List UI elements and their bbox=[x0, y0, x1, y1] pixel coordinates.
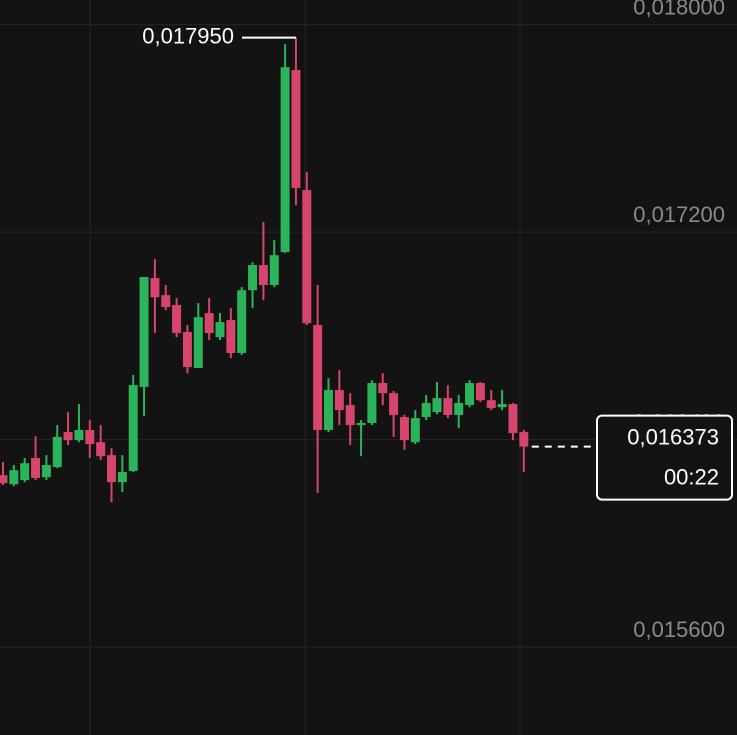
candle-body bbox=[258, 265, 268, 286]
candle-body bbox=[324, 390, 333, 431]
candle-body bbox=[367, 383, 377, 424]
candle-body bbox=[443, 398, 453, 415]
y-tick-label: 0,018000 bbox=[633, 0, 725, 19]
candle-body bbox=[421, 403, 431, 418]
candle-body bbox=[465, 383, 475, 406]
candle-body bbox=[31, 458, 41, 478]
candle-body bbox=[182, 331, 192, 367]
candle-body bbox=[432, 398, 442, 413]
candle-body bbox=[475, 383, 485, 401]
candle-body bbox=[0, 475, 8, 484]
candle-body bbox=[291, 70, 301, 189]
candle-body bbox=[41, 465, 51, 478]
candle-body bbox=[20, 463, 30, 481]
candle-body bbox=[356, 423, 366, 426]
last-price-box bbox=[596, 414, 733, 501]
candle-body bbox=[334, 390, 344, 411]
candle-body bbox=[486, 400, 496, 408]
candle-body bbox=[454, 403, 464, 415]
candle-body bbox=[128, 385, 138, 471]
countdown: 00:22 bbox=[664, 464, 719, 489]
candle-body bbox=[215, 322, 225, 338]
candle-body bbox=[399, 417, 409, 441]
candle-body bbox=[269, 255, 279, 286]
candle-body bbox=[9, 470, 19, 485]
candle-body bbox=[172, 304, 182, 334]
y-tick-label: 0,017200 bbox=[633, 202, 725, 227]
candle-body bbox=[248, 265, 258, 291]
candle-body bbox=[237, 290, 247, 353]
candle-body bbox=[161, 295, 171, 308]
candle-body bbox=[345, 405, 355, 426]
candle-body bbox=[378, 383, 388, 394]
candle-body bbox=[85, 430, 95, 445]
candle-body bbox=[117, 472, 127, 483]
candle-body bbox=[204, 313, 214, 334]
candle-body bbox=[389, 393, 399, 415]
candle-body bbox=[63, 432, 73, 441]
candle-body bbox=[96, 442, 106, 457]
candle-body bbox=[52, 437, 62, 468]
candle-body bbox=[280, 67, 290, 253]
y-tick-label: 0,015600 bbox=[633, 617, 725, 642]
max-label: 0,017950 bbox=[142, 23, 234, 48]
candle-body bbox=[497, 404, 507, 408]
candle-body bbox=[74, 430, 84, 441]
candle-body bbox=[519, 432, 529, 447]
candle-body bbox=[139, 276, 149, 387]
last-price-label: 0,016373 bbox=[627, 424, 719, 449]
candle-body bbox=[313, 324, 323, 431]
candle-body bbox=[193, 317, 203, 369]
candle-body bbox=[226, 320, 236, 353]
candle-body bbox=[508, 404, 518, 434]
candle-body bbox=[302, 190, 312, 324]
candle-body bbox=[150, 278, 160, 298]
candle-body bbox=[410, 418, 420, 443]
candle-body bbox=[107, 455, 116, 483]
